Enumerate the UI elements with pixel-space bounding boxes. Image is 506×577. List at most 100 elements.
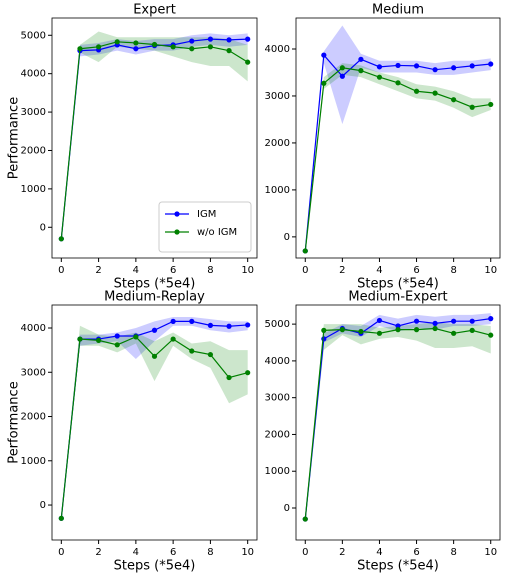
line — [304, 318, 491, 520]
point — [58, 515, 64, 521]
point — [432, 320, 438, 326]
subplot: Medium 0 2 4 6 8 10 0 1000 2000 3000 4000 Steps (*5e… — [265, 3, 501, 292]
point — [413, 88, 420, 94]
point — [321, 52, 327, 58]
subplot-title: Medium-Expert — [348, 290, 447, 305]
point — [395, 62, 401, 69]
y-tick-label: 4000 — [265, 44, 290, 55]
point — [170, 318, 176, 324]
y-tick-label: 1000 — [265, 466, 290, 477]
y-tick-label: 3000 — [21, 367, 46, 378]
x-axis-label: Steps (*5e4) — [114, 277, 196, 292]
x-axis-label: Steps (*5e4) — [114, 559, 196, 574]
band — [305, 25, 491, 251]
y-tick-label: 2000 — [265, 138, 290, 149]
point — [151, 353, 158, 359]
point — [302, 516, 308, 522]
point — [469, 327, 475, 333]
x-tick-label: 8 — [207, 547, 213, 558]
y-tick-label: 5000 — [265, 319, 290, 330]
point — [170, 44, 176, 50]
y-tick-label: 0 — [40, 222, 46, 233]
point — [207, 44, 214, 50]
plot-frame — [295, 17, 501, 259]
plot-frame — [295, 304, 501, 541]
y-tick-label: 3000 — [265, 91, 290, 102]
point — [376, 330, 383, 336]
y-axis-label: Performance — [7, 381, 22, 463]
point — [321, 336, 327, 342]
point — [207, 36, 214, 42]
point — [321, 80, 327, 86]
x-tick-label: 10 — [484, 265, 497, 276]
point — [189, 38, 195, 44]
point — [189, 318, 195, 324]
point — [133, 46, 139, 52]
point — [189, 348, 195, 354]
x-axis-label: Steps (*5e4) — [357, 559, 439, 574]
y-tick-label: 0 — [284, 232, 290, 243]
subplot-title: Medium — [372, 3, 424, 18]
point — [358, 68, 364, 74]
x-tick-label: 8 — [207, 265, 213, 276]
x-tick-label: 10 — [241, 547, 254, 558]
x-tick-label: 0 — [58, 265, 64, 276]
x-tick-label: 10 — [241, 265, 254, 276]
point — [339, 65, 345, 71]
point — [58, 236, 64, 242]
x-tick-label: 2 — [339, 265, 345, 276]
legend-marker — [174, 229, 180, 235]
point — [413, 63, 420, 69]
point — [77, 46, 83, 52]
x-tick-label: 4 — [133, 547, 139, 558]
point — [226, 37, 232, 43]
point — [151, 41, 158, 48]
point — [226, 48, 232, 54]
point — [245, 59, 251, 65]
subplot-title: Medium-Replay — [104, 290, 205, 305]
subplot: Expert 0 2 4 6 8 10 0 1000 2000 3000 4000 5000 Steps … — [7, 3, 258, 292]
y-tick-label: 4000 — [21, 69, 46, 80]
point — [95, 44, 102, 50]
y-tick-label: 2000 — [21, 412, 46, 423]
point — [376, 317, 383, 324]
subplot-title: Expert — [133, 3, 176, 18]
point — [451, 330, 457, 336]
point — [302, 248, 308, 254]
point — [432, 67, 438, 73]
point — [245, 322, 251, 328]
y-tick-label: 2000 — [21, 145, 46, 156]
point — [376, 64, 383, 70]
x-tick-label: 2 — [339, 547, 345, 558]
point — [189, 46, 195, 52]
point — [376, 74, 383, 80]
point — [170, 336, 176, 342]
y-tick-label: 2000 — [265, 429, 290, 440]
subplot: Medium-Expert 0 2 4 6 8 10 0 1000 2000 3000 4000 500… — [265, 290, 501, 574]
x-tick-label: 2 — [95, 265, 101, 276]
point — [395, 327, 401, 333]
band — [61, 325, 248, 519]
y-tick-label: 4000 — [265, 356, 290, 367]
y-tick-label: 0 — [284, 503, 290, 514]
point — [226, 323, 232, 329]
plot-frame — [51, 304, 258, 541]
point — [133, 334, 139, 340]
x-tick-label: 2 — [95, 547, 101, 558]
point — [321, 327, 327, 333]
y-tick-label: 3000 — [265, 393, 290, 404]
x-tick-label: 10 — [484, 547, 497, 558]
point — [95, 337, 102, 344]
point — [451, 97, 457, 103]
x-tick-label: 6 — [413, 265, 419, 276]
point — [413, 318, 420, 324]
legend-marker — [174, 211, 180, 217]
x-tick-label: 0 — [58, 547, 64, 558]
x-tick-label: 4 — [133, 265, 139, 276]
x-tick-label: 6 — [170, 547, 176, 558]
point — [395, 323, 401, 329]
y-tick-label: 1000 — [265, 185, 290, 196]
x-tick-label: 6 — [170, 265, 176, 276]
point — [114, 342, 120, 348]
